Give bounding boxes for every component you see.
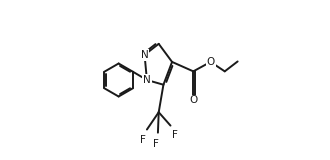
Text: O: O (207, 57, 215, 67)
Text: F: F (140, 135, 146, 145)
Text: F: F (172, 130, 178, 140)
Text: F: F (153, 139, 158, 149)
Text: N: N (141, 50, 148, 60)
Text: O: O (189, 95, 197, 105)
Text: N: N (143, 75, 151, 85)
